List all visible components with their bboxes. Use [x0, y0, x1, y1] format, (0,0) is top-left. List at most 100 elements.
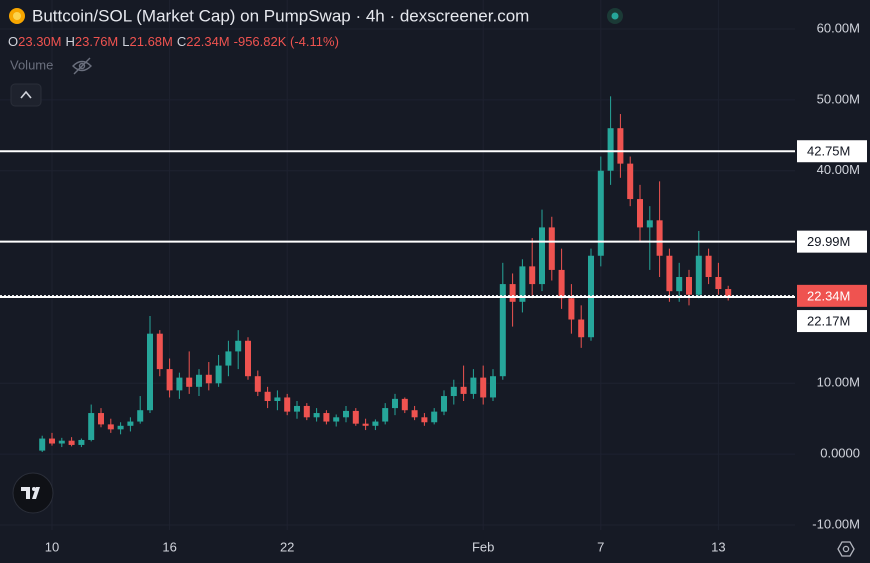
candle-body [235, 340, 242, 352]
candle-body [460, 386, 467, 394]
candle-body [147, 333, 153, 411]
candle-body [637, 199, 643, 228]
overlay: 42.75M 29.99M 22.17M 22.34M [0, 140, 867, 333]
candle-body [254, 376, 261, 392]
candle-body [274, 397, 281, 401]
volume-label: Volume [10, 57, 53, 72]
tv-logo-dot [32, 487, 36, 491]
hline-label-box [797, 140, 867, 163]
candle-body [127, 421, 134, 426]
candle-body [519, 266, 526, 302]
ohlc-key: O [8, 34, 18, 49]
candle-body [343, 410, 349, 418]
ohlc-value: 22.34M [186, 34, 229, 49]
candles [39, 96, 732, 453]
candle-body [98, 413, 104, 425]
x-tick-label: 22 [280, 539, 294, 554]
candle-body [186, 377, 193, 387]
chart-title: Buttcoin/SOL (Market Cap) on PumpSwap · … [32, 6, 529, 25]
y-tick-label: 40.00M [817, 162, 860, 177]
y-tick-label: 50.00M [817, 91, 860, 106]
candle-body [666, 255, 673, 292]
y-tick-label: 60.00M [817, 20, 860, 35]
candle-body [176, 377, 183, 391]
tv-logo[interactable] [12, 472, 54, 514]
candle-body [323, 413, 330, 422]
collapse-arrow [20, 90, 32, 99]
candle-body [88, 413, 95, 440]
ohlc-value: 21.68M [130, 34, 173, 49]
candle-body [215, 365, 222, 384]
candle-body [362, 423, 369, 426]
candle-body [196, 374, 202, 387]
candle-body [450, 386, 457, 397]
current-price-label: 22.34M [807, 288, 850, 303]
hline-label-box [797, 230, 867, 253]
candle-body [490, 376, 496, 398]
ohlc-value: 23.30M [18, 34, 61, 49]
y-tick-label: 10.00M [817, 375, 860, 390]
candle-body [539, 227, 545, 285]
hline-label: 22.17M [807, 313, 850, 328]
candle-body [156, 333, 163, 370]
candle-body [597, 170, 604, 256]
candle-body [225, 351, 232, 366]
ohlc-key: L [122, 34, 129, 49]
candle-body [137, 410, 144, 422]
candle-body [695, 255, 702, 295]
settings-icon[interactable] [837, 541, 855, 557]
candle-body [470, 377, 477, 394]
candle-body [499, 284, 506, 377]
candle-body [705, 255, 712, 277]
hide-icon[interactable] [72, 57, 92, 75]
hline-label-box [797, 310, 867, 333]
candle-body [245, 340, 251, 377]
candle-body [548, 227, 555, 270]
candle-body [509, 284, 516, 302]
candle-body [411, 410, 418, 418]
candle-body [107, 424, 114, 430]
y-tick-label: 0.0000 [820, 446, 860, 461]
candle-body [294, 405, 300, 412]
candle-body [352, 410, 359, 424]
candle-body [205, 374, 212, 384]
x-tick-label: 7 [597, 539, 604, 554]
token-icon-inner [13, 12, 21, 20]
candle-body [627, 163, 634, 200]
ohlc-change: -956.82K (-4.11%) [234, 34, 339, 49]
candle-body [68, 440, 75, 445]
y-tick-label: -10.00M [812, 516, 860, 531]
candle-body [656, 220, 663, 256]
hline-label: 42.75M [807, 144, 850, 159]
candle-body [392, 398, 398, 409]
current-price-box [797, 284, 867, 307]
candle-body [617, 128, 624, 164]
candle-body [78, 439, 85, 445]
candle-body [676, 277, 683, 292]
candle-body [715, 277, 722, 290]
candle-body [421, 417, 428, 423]
candle-body [49, 438, 55, 444]
candle-body [646, 220, 653, 228]
candle-body [372, 421, 379, 426]
candle-body [382, 408, 389, 422]
x-tick-label: 16 [162, 539, 176, 554]
ohlc-legend: O23.30M H23.76M L21.68M C22.34M -956.82K (-4… [8, 34, 339, 49]
candle-body [313, 413, 320, 418]
ohlc-key: C [177, 34, 186, 49]
ohlc-value: 23.76M [75, 34, 118, 49]
candle-body [303, 405, 310, 418]
x-tick-label: 13 [711, 539, 725, 554]
candle-body [686, 277, 692, 295]
collapse-button[interactable] [10, 83, 42, 107]
candle-body [431, 411, 438, 423]
candle-body [401, 398, 408, 411]
candle-body [39, 438, 46, 451]
live-dot [611, 12, 619, 20]
hline-label: 29.99M [807, 234, 850, 249]
candle-body [558, 269, 565, 299]
x-tick-label: Feb [472, 539, 494, 554]
candle-body [529, 266, 536, 285]
